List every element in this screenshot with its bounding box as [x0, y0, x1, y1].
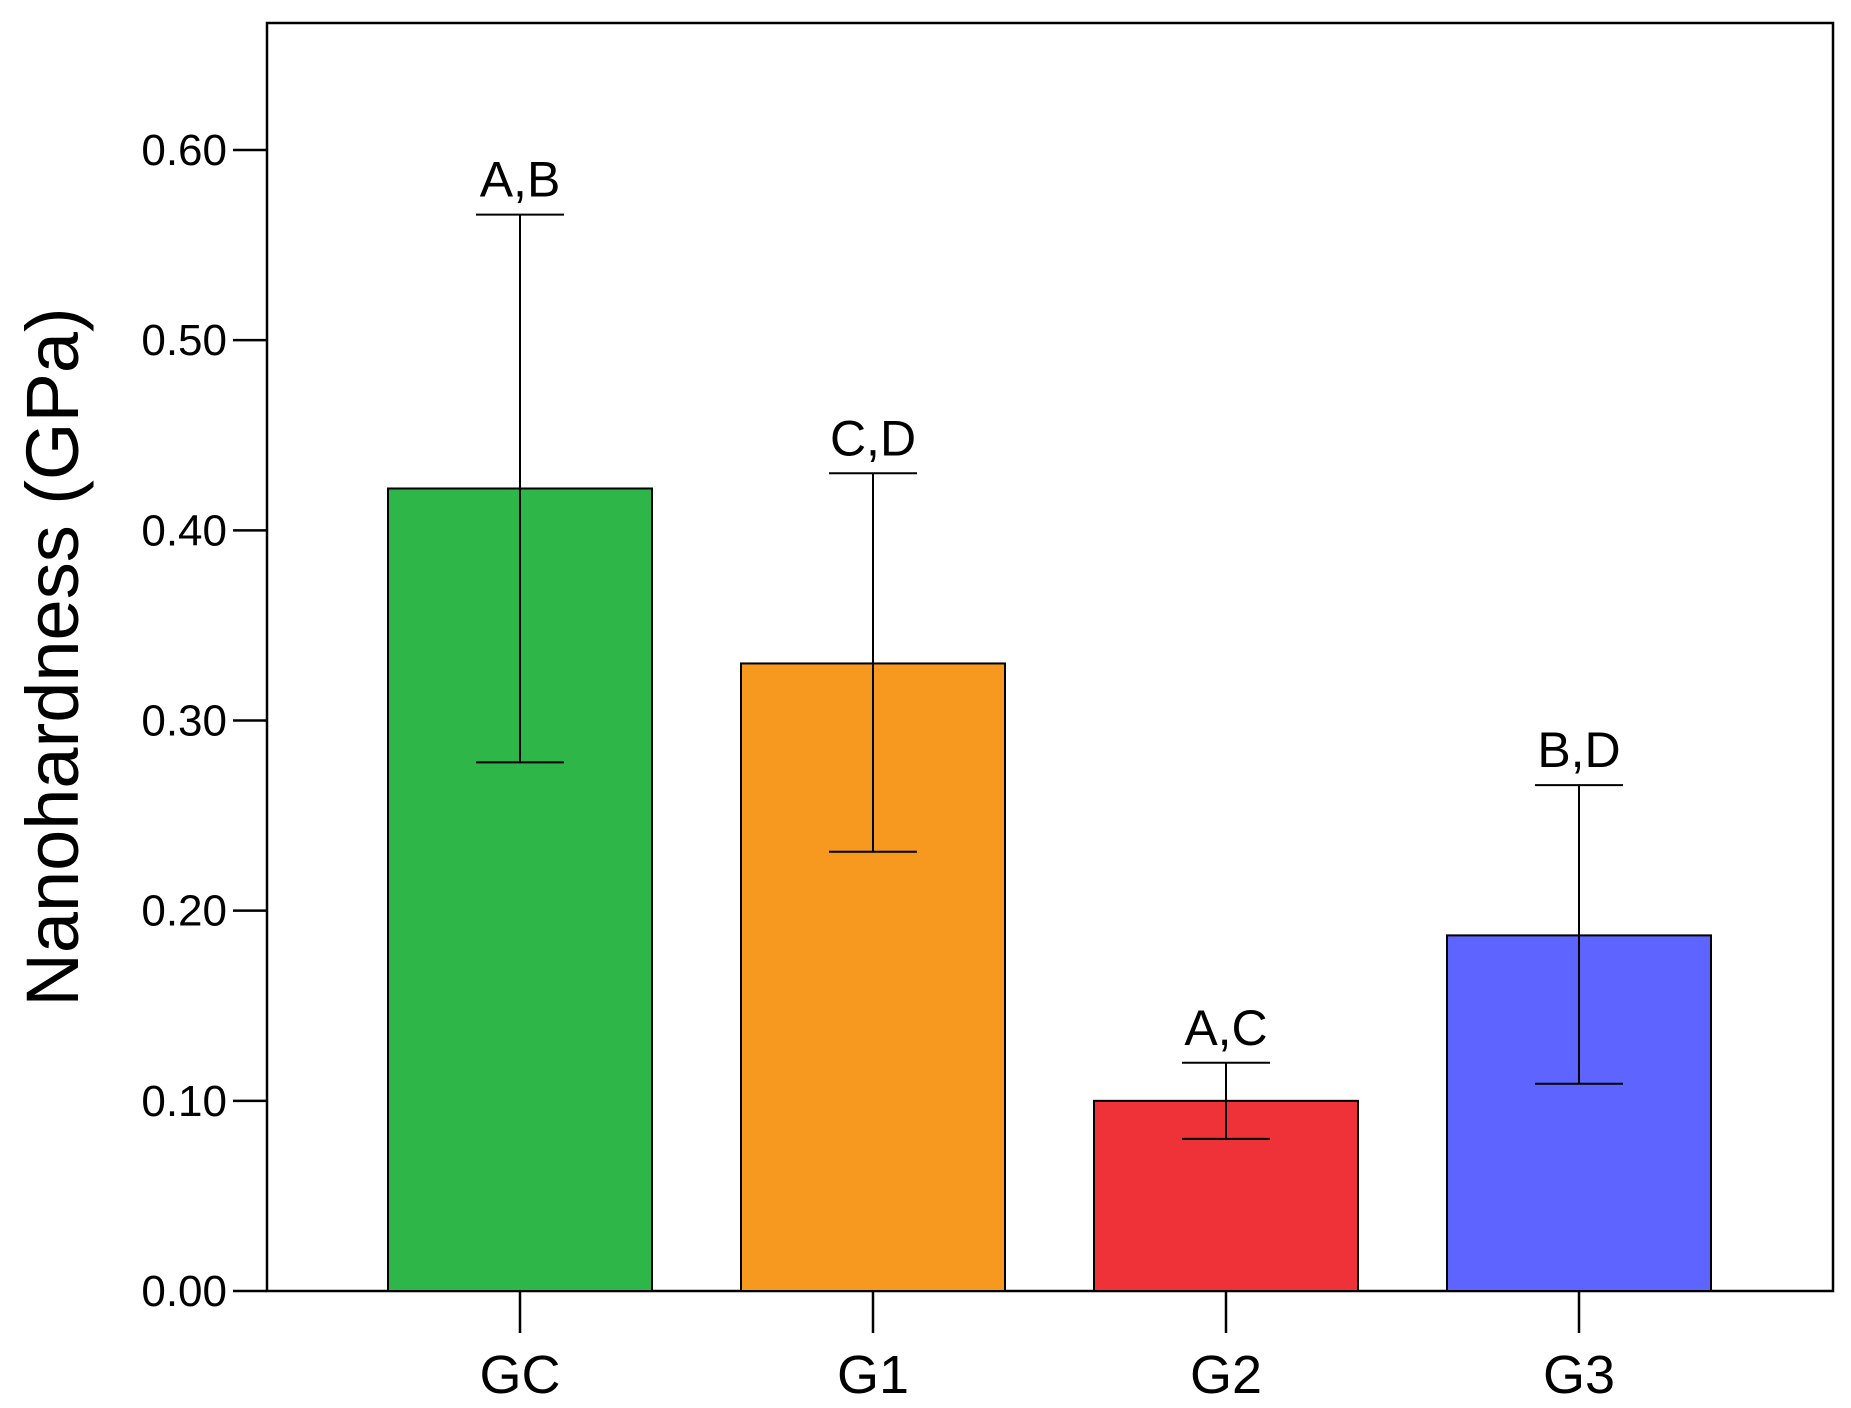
significance-label-g3: B,D — [1537, 722, 1620, 778]
x-tick-label-g2: G2 — [1190, 1345, 1262, 1405]
error-bars: A,B C,D A,C B,D — [476, 152, 1623, 1140]
bars — [387, 487, 1712, 1293]
significance-label-g2: A,C — [1184, 1000, 1267, 1056]
y-axis: 0.00 0.10 0.20 0.30 0.40 0.50 0.60 — [141, 126, 267, 1316]
y-tick-label: 0.30 — [141, 697, 227, 746]
y-axis-label: Nanohardness (GPa) — [11, 307, 94, 1006]
y-tick-label: 0.50 — [141, 316, 227, 365]
x-tick-label-gc: GC — [480, 1345, 561, 1405]
y-tick-label: 0.20 — [141, 887, 227, 936]
x-tick-label-g1: G1 — [837, 1345, 909, 1405]
x-tick-label-g3: G3 — [1543, 1345, 1615, 1405]
significance-label-gc: A,B — [480, 152, 561, 208]
x-axis: GC G1 G2 G3 — [480, 1291, 1615, 1405]
y-tick-label: 0.00 — [141, 1267, 227, 1316]
significance-label-g1: C,D — [830, 410, 916, 466]
plot-frame — [265, 21, 1835, 1293]
y-tick-label: 0.10 — [141, 1077, 227, 1126]
y-tick-label: 0.40 — [141, 506, 227, 555]
y-tick-label: 0.60 — [141, 126, 227, 175]
